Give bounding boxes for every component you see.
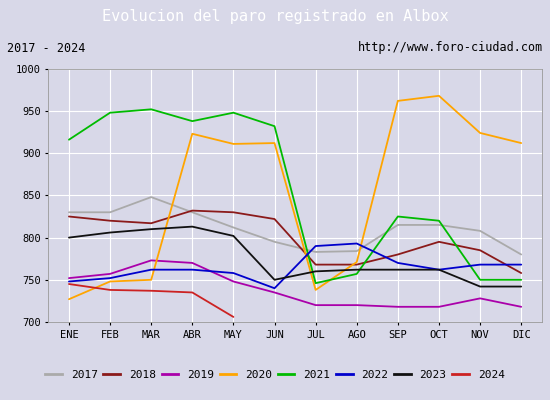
Text: Evolucion del paro registrado en Albox: Evolucion del paro registrado en Albox — [102, 10, 448, 24]
Legend: 2017, 2018, 2019, 2020, 2021, 2022, 2023, 2024: 2017, 2018, 2019, 2020, 2021, 2022, 2023… — [41, 366, 509, 384]
Text: 2017 - 2024: 2017 - 2024 — [7, 42, 85, 54]
Text: http://www.foro-ciudad.com: http://www.foro-ciudad.com — [358, 42, 543, 54]
